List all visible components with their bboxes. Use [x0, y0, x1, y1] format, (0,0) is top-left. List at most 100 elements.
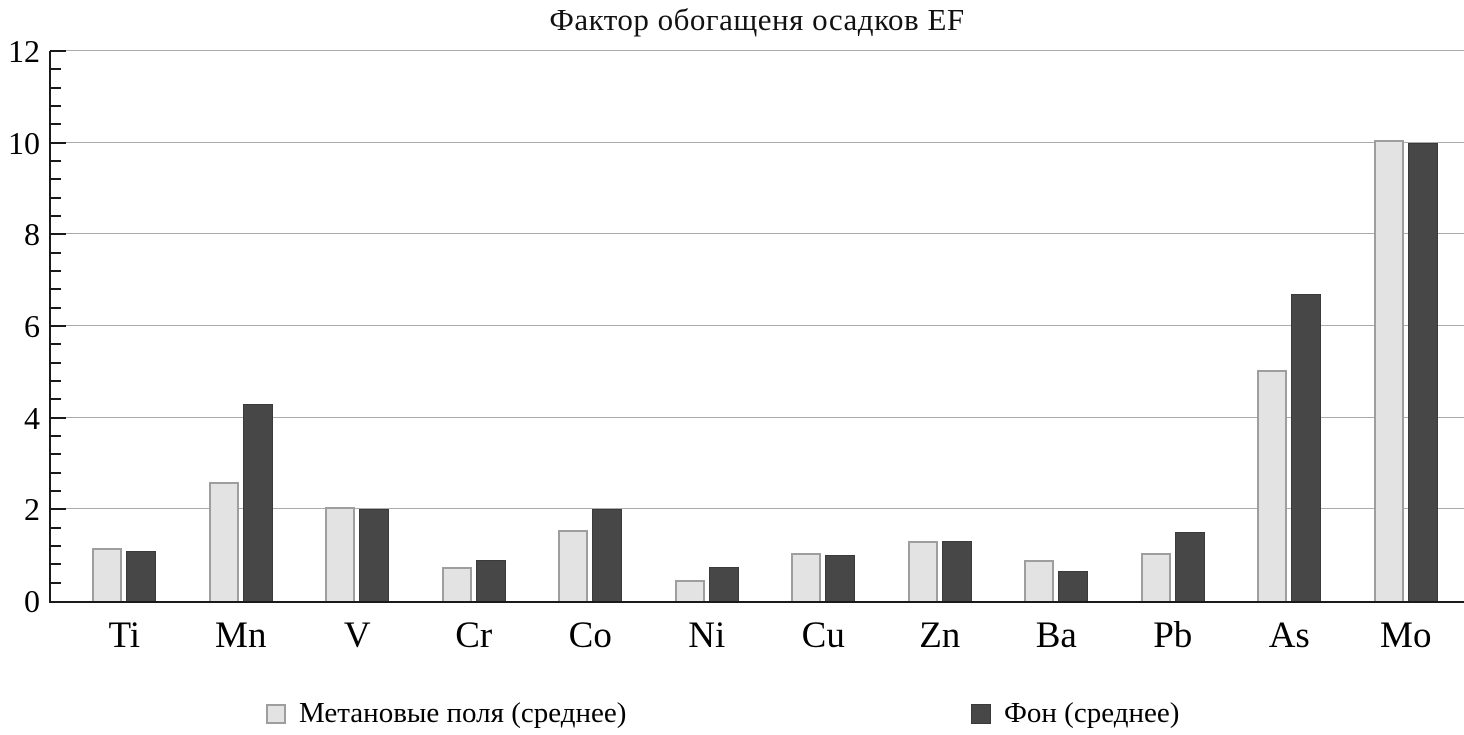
minor-tick-y-0.4 — [50, 581, 61, 584]
x-axis-label-Mo: Mo — [1380, 615, 1432, 656]
legend-swatch-methane-fields — [266, 703, 286, 724]
minor-tick-y-8.8 — [50, 196, 61, 199]
minor-tick-y-10.4 — [50, 123, 61, 126]
bar-Mo-series1 — [1373, 140, 1404, 601]
major-tick-y-10 — [50, 141, 66, 144]
x-axis-label-Cr: Cr — [455, 615, 493, 656]
bar-Mo-series2 — [1407, 142, 1438, 601]
gridline-y-4 — [50, 416, 1464, 418]
y-axis-label-8: 8 — [24, 216, 40, 253]
minor-tick-y-6.8 — [50, 288, 61, 291]
minor-tick-y-2.8 — [50, 471, 61, 474]
y-axis-labels: 0 2 4 6 8 10 12 — [0, 35, 40, 617]
bar-Pb-series1 — [1140, 552, 1171, 601]
y-axis-label-12: 12 — [8, 33, 40, 69]
plot-area — [49, 50, 1464, 603]
minor-tick-y-8.4 — [50, 215, 61, 217]
bar-V-series2 — [359, 509, 390, 601]
bar-group-Ni — [649, 51, 766, 601]
legend-label-background: Фон (среднее) — [1004, 697, 1180, 729]
bar-group-Cu — [765, 51, 882, 601]
bars-container — [66, 51, 1464, 601]
x-axis-label-Co: Co — [568, 615, 612, 656]
y-axis-label-0: 0 — [24, 583, 40, 619]
x-axis-label-Ni: Ni — [688, 615, 726, 656]
bar-group-Ti — [66, 51, 183, 601]
x-axis — [49, 601, 1464, 603]
minor-tick-y-3.6 — [50, 435, 61, 437]
gridline-y-6 — [50, 325, 1464, 326]
gridline-y-12 — [50, 50, 1464, 51]
bar-group-V — [299, 51, 416, 601]
minor-tick-y-9.2 — [50, 178, 61, 181]
minor-tick-y-2.4 — [50, 490, 61, 492]
gridline-y-8 — [50, 233, 1464, 235]
legend-item-methane-fields: Метановые поля (среднее) — [266, 699, 626, 728]
bar-Ti-series2 — [126, 550, 157, 601]
legend-label-methane-fields: Метановые поля (среднее) — [299, 697, 627, 729]
gridline-y-2 — [50, 508, 1464, 510]
y-axis-label-4: 4 — [24, 399, 40, 436]
legend-swatch-background — [971, 703, 991, 724]
bar-Cu-series1 — [791, 552, 822, 601]
gridline-y-10 — [50, 141, 1464, 143]
minor-tick-y-1.2 — [50, 545, 61, 547]
minor-tick-y-3.2 — [50, 453, 61, 456]
major-tick-y-6 — [50, 325, 66, 327]
bar-Zn-series2 — [941, 541, 972, 601]
bar-Mn-series1 — [208, 481, 239, 601]
bar-Cu-series2 — [825, 555, 856, 601]
minor-tick-y-7.6 — [50, 251, 61, 254]
minor-tick-y-10.8 — [50, 105, 61, 107]
x-axis-label-Mn: Mn — [215, 615, 267, 656]
y-axis-label-6: 6 — [24, 308, 40, 344]
bar-group-Mn — [183, 51, 300, 601]
x-axis-label-Pb: Pb — [1153, 615, 1193, 656]
bar-group-Zn — [882, 51, 999, 601]
y-axis — [49, 51, 51, 601]
minor-tick-y-1.6 — [50, 526, 61, 529]
major-tick-y-2 — [50, 508, 66, 511]
bar-Ni-series1 — [674, 580, 705, 601]
x-axis-labels: Ti Mn V Cr Co Ni Cu Zn Ba Pb As Mo — [66, 614, 1464, 658]
bar-Cr-series2 — [475, 559, 506, 601]
minor-tick-y-9.6 — [50, 160, 61, 162]
chart-title: Фактор обогащеня осадков EF — [549, 2, 965, 37]
bar-group-Pb — [1115, 51, 1232, 601]
x-axis-label-Ba: Ba — [1035, 615, 1077, 656]
bar-Ti-series1 — [92, 548, 123, 601]
bar-Ba-series2 — [1058, 571, 1089, 601]
major-tick-y-12 — [50, 50, 66, 52]
minor-tick-y-7.2 — [50, 270, 61, 272]
x-axis-label-As: As — [1268, 615, 1310, 656]
x-axis-label-Cu: Cu — [801, 615, 845, 656]
x-axis-label-Zn: Zn — [919, 615, 961, 656]
bar-group-Co — [532, 51, 649, 601]
major-tick-y-8 — [50, 233, 66, 236]
x-axis-label-V: V — [343, 615, 371, 656]
minor-tick-y-11.2 — [50, 86, 61, 89]
y-axis-label-2: 2 — [24, 491, 40, 528]
bar-Cr-series1 — [441, 566, 472, 601]
minor-tick-y-4.8 — [50, 380, 61, 382]
bar-Co-series1 — [558, 529, 589, 601]
minor-tick-y-5.6 — [50, 343, 61, 346]
minor-tick-y-0.8 — [50, 563, 61, 566]
bar-Ni-series2 — [708, 566, 739, 601]
bar-Pb-series2 — [1174, 532, 1205, 601]
bar-Co-series2 — [592, 509, 623, 601]
major-tick-y-4 — [50, 416, 66, 419]
bar-group-Mo — [1348, 51, 1464, 601]
bar-Zn-series1 — [907, 541, 938, 601]
bar-As-series1 — [1257, 369, 1288, 601]
minor-tick-y-5.2 — [50, 361, 61, 364]
minor-tick-y-6.4 — [50, 306, 61, 309]
bar-As-series2 — [1291, 293, 1322, 601]
bar-group-Cr — [416, 51, 533, 601]
minor-tick-y-4.4 — [50, 398, 61, 401]
minor-tick-y-11.6 — [50, 68, 61, 71]
bar-V-series1 — [325, 507, 356, 601]
legend-item-background: Фон (среднее) — [971, 699, 1179, 728]
x-axis-label-Ti: Ti — [108, 615, 141, 656]
